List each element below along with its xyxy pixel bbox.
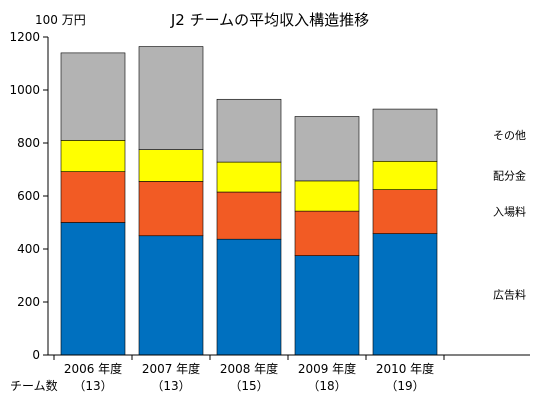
x-tick-label-0: 2006 年度	[64, 361, 122, 376]
bar-layer	[60, 46, 438, 356]
x-tick-label-2: 2008 年度	[220, 361, 278, 376]
bar-segment-3-1	[294, 210, 360, 256]
y-tick-label-0: 0	[32, 348, 40, 362]
legend-label-3: その他	[493, 129, 526, 142]
axes-layer: 0 200 400 600 800 1000 1200	[9, 30, 530, 362]
bar-segment-4-2	[372, 160, 438, 190]
team-count-label-4: （19）	[385, 379, 424, 393]
bar-segment-0-0	[60, 222, 126, 356]
bar-segment-1-2	[138, 149, 204, 182]
team-count-label-2: （15）	[229, 379, 268, 393]
bar-segment-2-2	[216, 161, 282, 193]
y-tick-label-6: 1200	[9, 30, 40, 44]
bar-segment-4-3	[372, 108, 438, 162]
y-tick-label-3: 600	[17, 189, 40, 203]
chart-title: J2 チームの平均収入構造推移	[170, 11, 369, 29]
bar-segment-3-3	[294, 116, 360, 182]
y-tick-label-2: 400	[17, 242, 40, 256]
bar-segment-1-3	[138, 46, 204, 150]
bar-segment-0-2	[60, 140, 126, 172]
bar-segment-1-0	[138, 235, 204, 356]
legend-label-2: 配分金	[493, 168, 526, 182]
team-count-caption: チーム数	[10, 378, 58, 393]
bar-segment-2-1	[216, 191, 282, 240]
label-layer: 2006 年度 （13） 2007 年度 （13） 2008 年度 （15） 2009 年度…	[10, 129, 526, 393]
bar-segment-2-0	[216, 238, 282, 356]
bar-segment-2-3	[216, 98, 282, 163]
bar-segment-0-1	[60, 171, 126, 223]
legend-label-1: 入場料	[493, 205, 526, 219]
bar-segment-4-1	[372, 189, 438, 234]
bar-segment-0-3	[60, 52, 126, 141]
team-count-label-3: （18）	[307, 379, 346, 393]
bar-segment-1-1	[138, 181, 204, 237]
legend-label-0: 広告料	[493, 287, 526, 301]
team-count-label-0: （13）	[73, 379, 112, 393]
bar-segment-4-0	[372, 233, 438, 356]
x-tick-label-4: 2010 年度	[376, 361, 434, 376]
x-tick-label-3: 2009 年度	[298, 361, 356, 376]
bar-segment-3-0	[294, 255, 360, 356]
y-tick-label-5: 1000	[9, 83, 40, 97]
y-tick-label-4: 800	[17, 136, 40, 150]
y-axis-unit-label: 100 万円	[35, 13, 86, 27]
bar-segment-3-2	[294, 180, 360, 212]
x-tick-label-1: 2007 年度	[142, 361, 200, 376]
team-count-label-1: （13）	[151, 379, 190, 393]
y-tick-label-1: 200	[17, 295, 40, 309]
